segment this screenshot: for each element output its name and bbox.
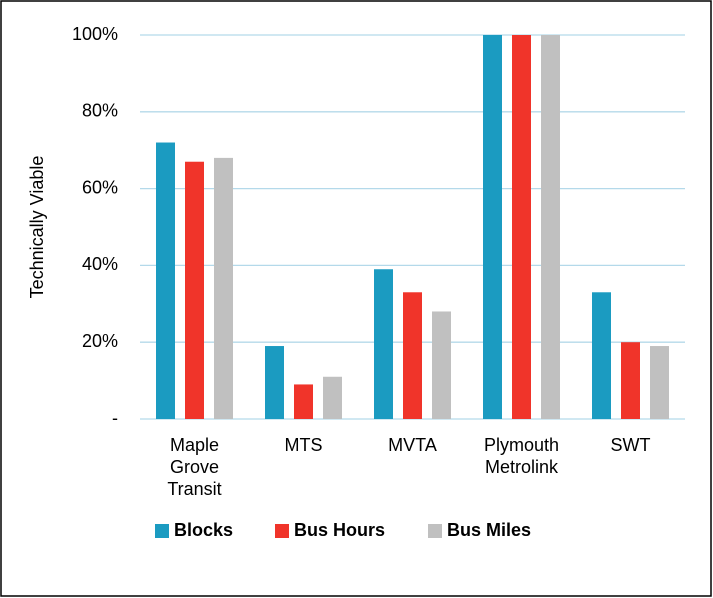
x-tick-label-line: Plymouth bbox=[484, 435, 559, 455]
x-tick-label-line: MTS bbox=[285, 435, 323, 455]
x-tick-label-line: MVTA bbox=[388, 435, 437, 455]
bar bbox=[621, 342, 640, 419]
bar bbox=[156, 142, 175, 419]
y-tick-label: - bbox=[112, 408, 118, 428]
bar bbox=[512, 35, 531, 419]
y-tick-label: 40% bbox=[82, 254, 118, 274]
y-tick-label: 80% bbox=[82, 101, 118, 121]
y-tick-label: 60% bbox=[82, 177, 118, 197]
legend-label: Bus Miles bbox=[447, 520, 531, 540]
x-tick-label-line: Transit bbox=[167, 479, 221, 499]
bar bbox=[374, 269, 393, 419]
legend-label: Bus Hours bbox=[294, 520, 385, 540]
bar bbox=[214, 157, 233, 419]
x-tick-label: Plymouth Metrolink bbox=[484, 435, 559, 477]
x-tick-label-line: Maple bbox=[170, 435, 219, 455]
legend-swatch bbox=[275, 524, 289, 538]
bar bbox=[185, 161, 204, 419]
bar bbox=[541, 35, 560, 419]
x-tick-label: Maple Grove Transit bbox=[167, 435, 221, 499]
legend-label: Blocks bbox=[174, 520, 233, 540]
bar bbox=[483, 35, 502, 419]
bar bbox=[432, 311, 451, 419]
x-tick-label-line: Metrolink bbox=[485, 457, 559, 477]
x-tick-label-line: Grove bbox=[170, 457, 219, 477]
bar bbox=[650, 346, 669, 419]
x-tick-label: MVTA bbox=[388, 435, 437, 455]
y-axis-title: Technically Viable bbox=[27, 156, 47, 299]
bar bbox=[592, 292, 611, 419]
x-tick-label: MTS bbox=[285, 435, 323, 455]
bar bbox=[265, 346, 284, 419]
legend-swatch bbox=[155, 524, 169, 538]
bar bbox=[403, 292, 422, 419]
bar bbox=[294, 384, 313, 419]
x-tick-label-line: SWT bbox=[611, 435, 651, 455]
x-tick-label: SWT bbox=[611, 435, 651, 455]
y-tick-label: 100% bbox=[72, 24, 118, 44]
bar bbox=[323, 376, 342, 419]
legend-swatch bbox=[428, 524, 442, 538]
y-tick-label: 20% bbox=[82, 331, 118, 351]
